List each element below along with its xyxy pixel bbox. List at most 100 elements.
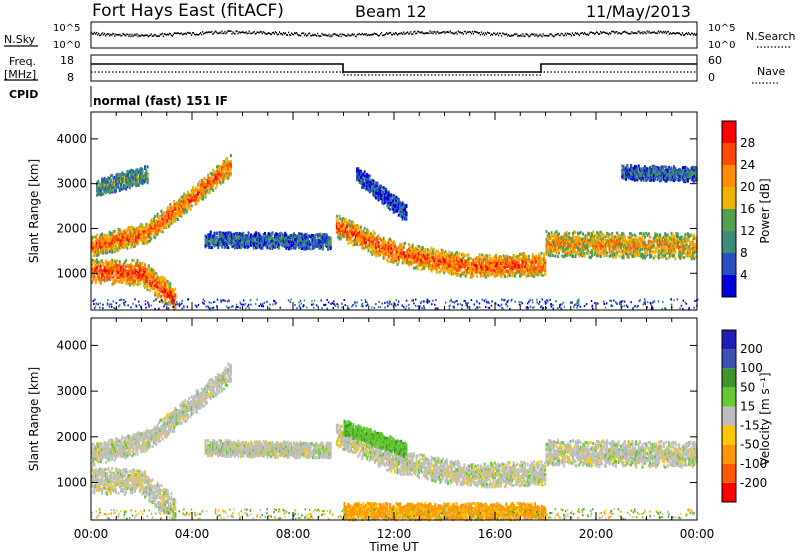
power-echo-cell xyxy=(204,186,207,190)
power-echo-cell xyxy=(338,215,341,219)
noise-sample xyxy=(420,32,422,34)
power-echo-cell xyxy=(246,239,249,243)
power-echo-cell xyxy=(122,278,125,281)
noise-sample xyxy=(384,33,387,36)
power-echo-cell xyxy=(145,267,148,271)
noise-sample xyxy=(215,30,217,33)
power-echo-cell xyxy=(402,252,405,256)
power-echo-cell xyxy=(164,282,167,286)
power-echo-cell xyxy=(173,289,176,293)
power-echo-cell xyxy=(338,225,341,229)
sky-left-label: N.Sky xyxy=(4,33,36,46)
noise-sample xyxy=(536,34,538,37)
power-echo-cell xyxy=(145,271,148,275)
power-echo-cell xyxy=(152,217,155,221)
freq-tick-top-right: 60 xyxy=(708,54,722,67)
noise-sample xyxy=(692,32,694,35)
power-echo-cell xyxy=(351,227,354,231)
power-echo-cell xyxy=(130,242,133,246)
noise-sample xyxy=(103,34,105,36)
power-echo-cell xyxy=(147,264,150,268)
noise-sample xyxy=(428,32,430,35)
power-echo-cell xyxy=(383,243,386,247)
noise-sample xyxy=(463,30,465,33)
noise-sample xyxy=(408,33,410,35)
power-echo-cell xyxy=(122,273,125,277)
power-echo-cell xyxy=(185,196,188,200)
power-echo-cell xyxy=(233,246,236,250)
power-echo-cell xyxy=(160,222,163,226)
noise-sample xyxy=(588,32,591,35)
power-echo-cell xyxy=(270,232,273,236)
power-echo-cell xyxy=(180,213,183,217)
noise-sample xyxy=(244,32,246,34)
power-echo-cell xyxy=(168,222,170,226)
power-echo-cell xyxy=(424,248,427,251)
power-echo-cell xyxy=(169,216,172,220)
power-echo-cell xyxy=(282,237,285,240)
power-echo-cell xyxy=(289,243,292,247)
power-echo-cell xyxy=(242,237,245,241)
power-echo-cell xyxy=(269,234,271,238)
noise-sample xyxy=(424,32,426,35)
power-echo-cell xyxy=(207,236,210,240)
power-echo-cell xyxy=(97,251,100,255)
power-echo-cell xyxy=(96,270,98,273)
power-echo-cell xyxy=(141,173,144,177)
noise-sample xyxy=(295,32,297,35)
noise-sample xyxy=(441,31,443,34)
power-echo-cell xyxy=(140,167,143,171)
power-echo-cell xyxy=(228,161,231,165)
power-echo-cell xyxy=(205,187,208,191)
noise-sample xyxy=(595,32,597,35)
power-echo-cell xyxy=(362,241,365,245)
power-echo-cell xyxy=(174,212,177,215)
power-echo-cell xyxy=(407,254,410,258)
power-echo-cell xyxy=(216,243,218,247)
power-echo-cell xyxy=(407,262,410,266)
power-echo-cell xyxy=(203,185,206,188)
power-echo-cell xyxy=(97,264,100,268)
power-echo-cell xyxy=(174,287,177,291)
power-echo-cell xyxy=(212,168,215,172)
power-echo-cell xyxy=(132,283,135,287)
power-echo-cell xyxy=(92,254,95,258)
power-echo-cell xyxy=(168,219,170,223)
power-echo-cell xyxy=(146,172,149,176)
power-echo-cell xyxy=(155,220,158,224)
power-echo-cell xyxy=(127,281,130,285)
power-echo-cell xyxy=(144,286,146,290)
power-echo-cell xyxy=(409,260,412,264)
power-echo-cell xyxy=(342,235,345,239)
power-echo-cell xyxy=(121,179,124,183)
power-echo-cell xyxy=(102,192,105,196)
power-echo-cell xyxy=(404,254,407,258)
power-echo-cell xyxy=(173,307,176,311)
power-echo-cell xyxy=(320,242,323,246)
noise-sample xyxy=(580,32,582,34)
noise-sample xyxy=(318,35,320,37)
power-echo-cell xyxy=(255,234,258,238)
power-echo-cell xyxy=(208,234,211,238)
power-echo-cell xyxy=(231,245,234,249)
power-echo-cell xyxy=(399,244,402,248)
noise-sample xyxy=(231,33,233,35)
noise-sample xyxy=(589,31,592,33)
noise-sample xyxy=(158,35,160,37)
noise-sample xyxy=(592,32,594,34)
power-echo-cell xyxy=(222,159,225,163)
power-echo-cell xyxy=(293,237,295,241)
power-echo-cell xyxy=(136,242,139,246)
power-echo-cell xyxy=(108,179,111,183)
noise-sample xyxy=(323,34,325,36)
power-echo-cell xyxy=(179,203,182,207)
power-echo-cell xyxy=(193,198,196,202)
power-echo-cell xyxy=(389,252,391,255)
noise-sample xyxy=(661,32,663,34)
power-echo-cell xyxy=(123,175,126,179)
power-echo-cell xyxy=(147,233,150,237)
power-echo-cell xyxy=(155,272,158,276)
power-echo-cell xyxy=(115,183,117,187)
power-echo-cell xyxy=(137,233,140,237)
power-echo-cell xyxy=(287,243,290,247)
